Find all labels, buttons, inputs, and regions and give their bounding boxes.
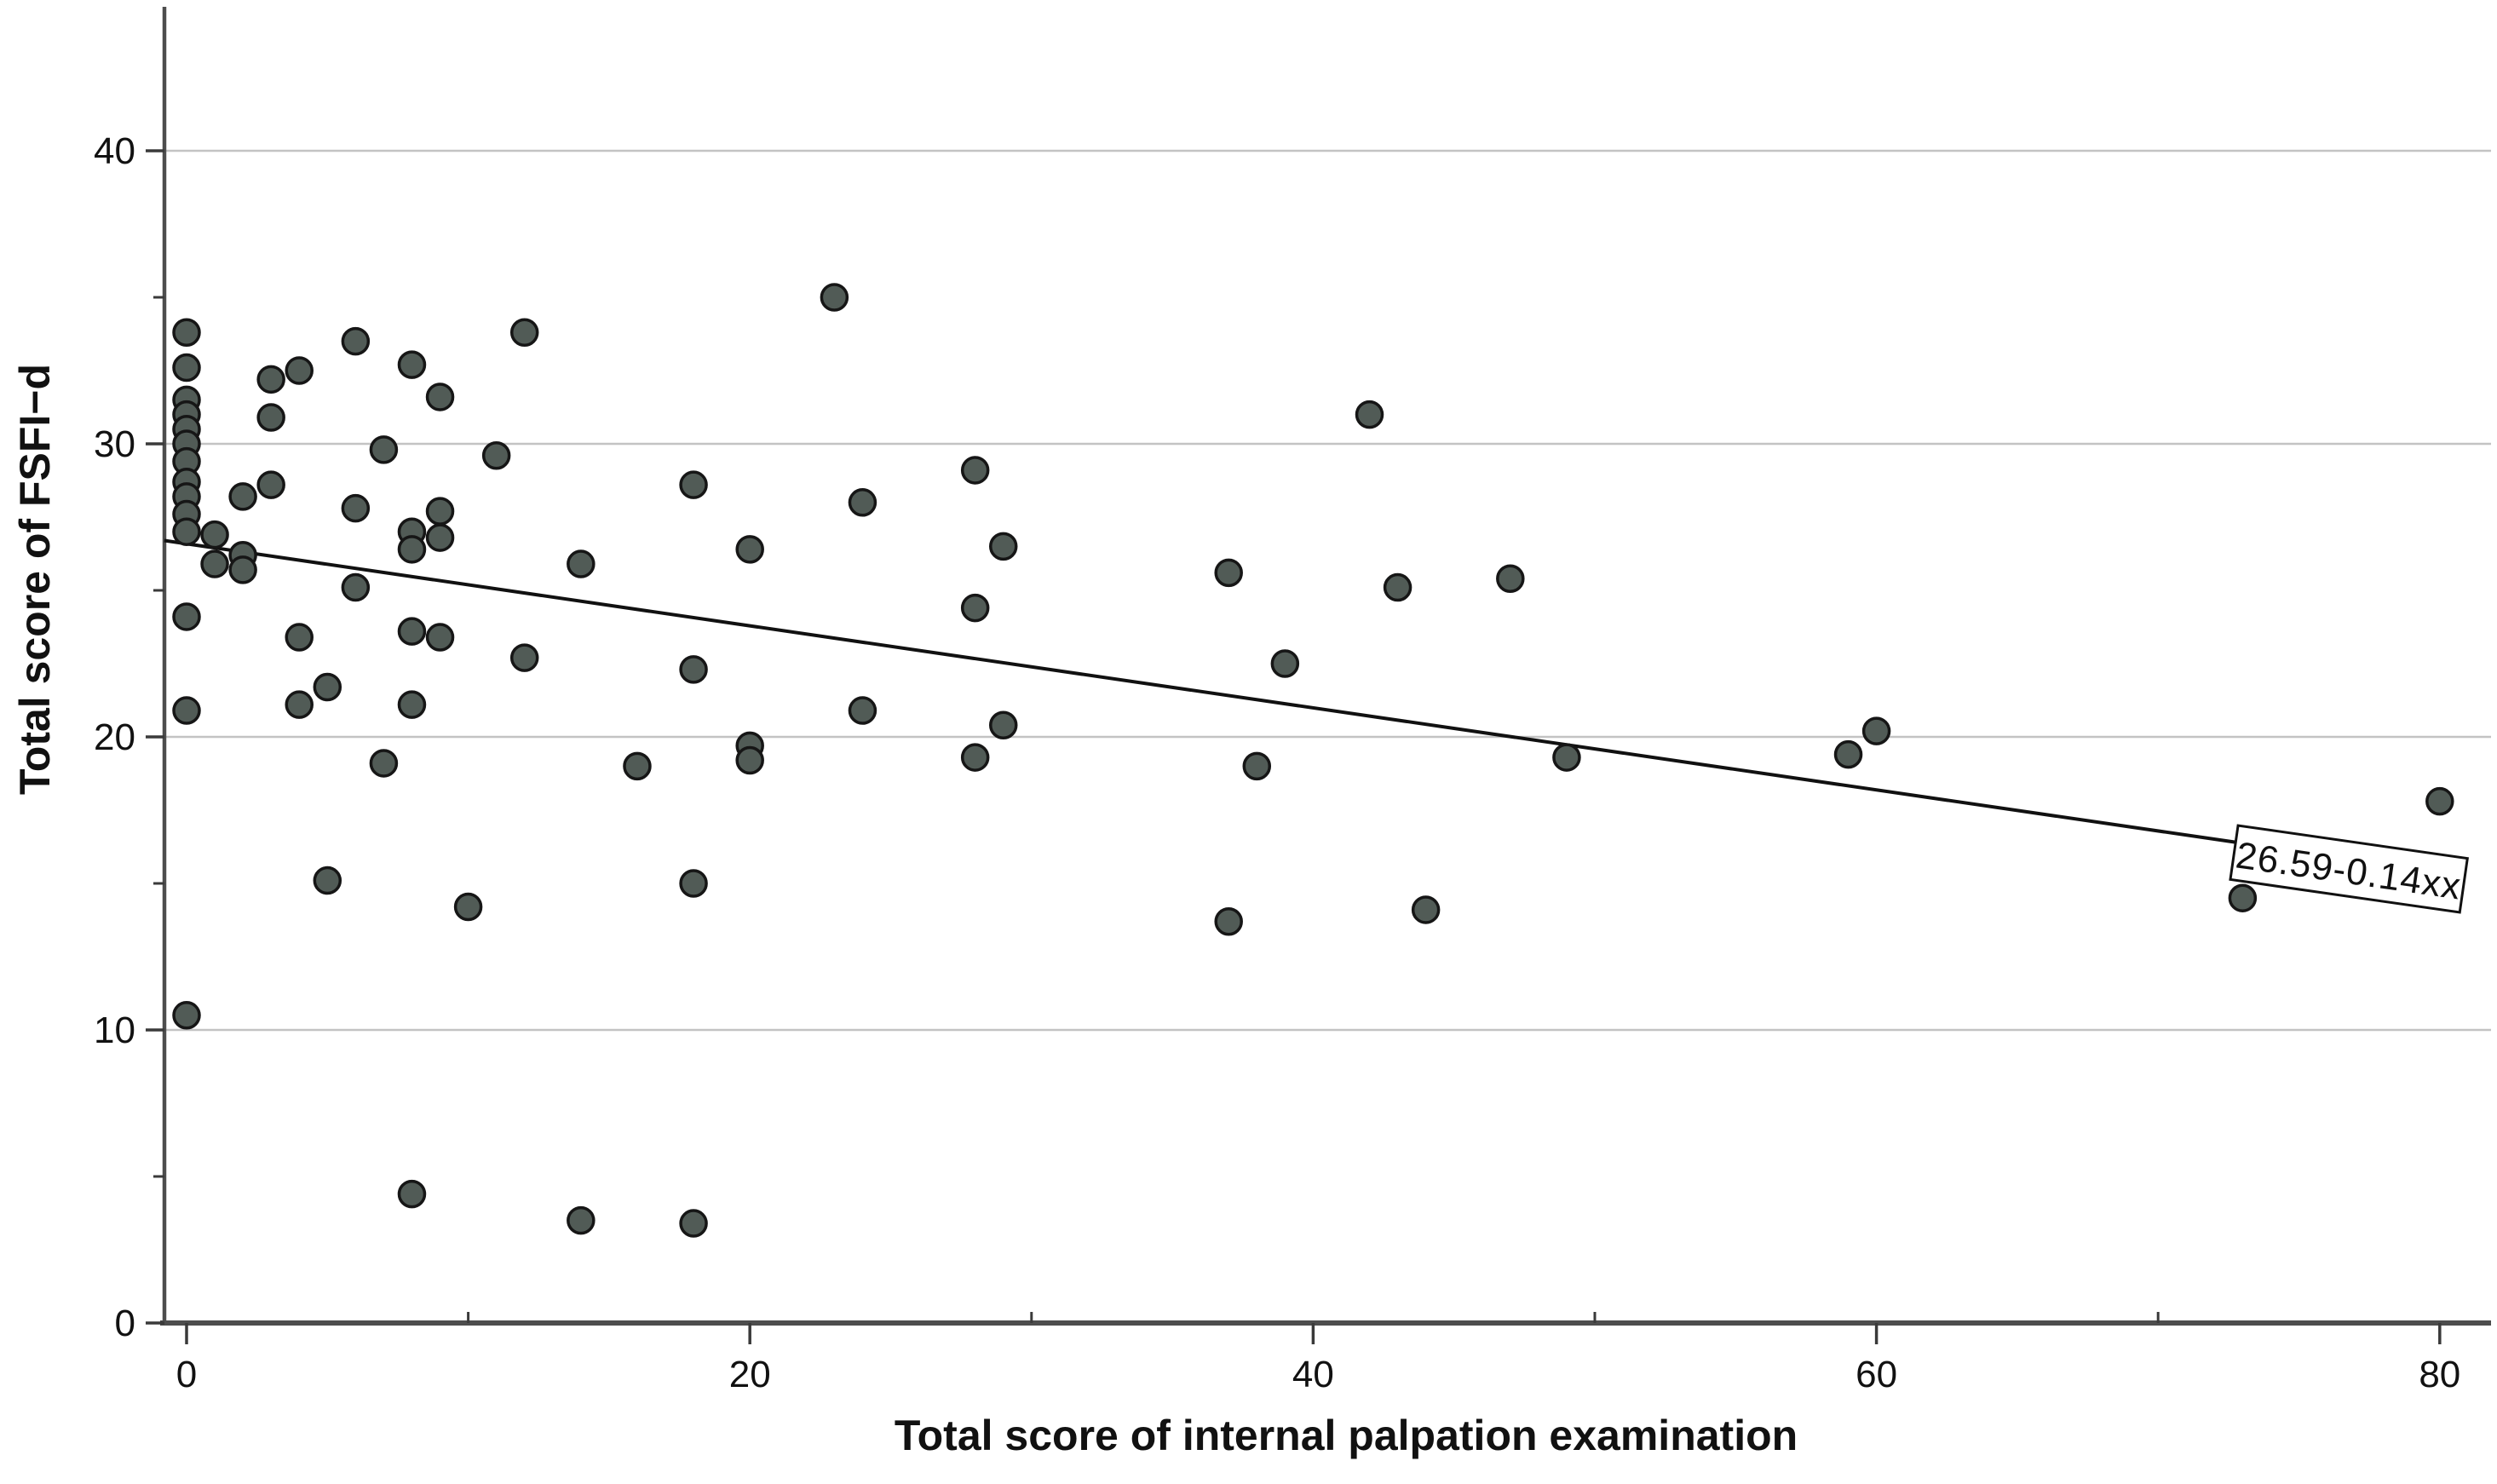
axes-group bbox=[160, 7, 2491, 1326]
data-points-group bbox=[172, 283, 2454, 1238]
data-point bbox=[1355, 400, 1384, 429]
data-point bbox=[425, 383, 455, 411]
x-tick-label: 0 bbox=[176, 1354, 197, 1395]
data-point bbox=[679, 869, 708, 898]
data-point bbox=[285, 356, 314, 385]
data-point bbox=[988, 710, 1018, 739]
data-point bbox=[1383, 572, 1412, 602]
data-point bbox=[820, 283, 849, 312]
y-tick-label: 40 bbox=[94, 130, 135, 172]
data-point bbox=[481, 441, 511, 470]
data-point bbox=[256, 470, 285, 499]
data-point bbox=[623, 751, 652, 781]
data-point bbox=[1552, 743, 1581, 772]
y-axis-title: Total score of FSFI−d bbox=[11, 364, 59, 795]
data-point bbox=[735, 745, 764, 775]
data-point bbox=[285, 623, 314, 652]
x-tick-label: 40 bbox=[1292, 1354, 1334, 1395]
regression-line bbox=[164, 538, 2465, 877]
data-point bbox=[172, 318, 201, 348]
data-point bbox=[369, 435, 399, 464]
gridlines-group bbox=[164, 149, 2491, 1032]
y-tick-label: 30 bbox=[94, 423, 135, 465]
data-point bbox=[1270, 649, 1300, 678]
data-point bbox=[1411, 895, 1441, 924]
data-point bbox=[397, 535, 427, 564]
data-point bbox=[285, 690, 314, 719]
data-point bbox=[567, 549, 595, 578]
data-point bbox=[425, 623, 455, 652]
data-point bbox=[1214, 906, 1243, 936]
data-point bbox=[1861, 716, 1891, 745]
ticks-group bbox=[146, 149, 2442, 1344]
data-point bbox=[848, 696, 877, 725]
equation-label: 26.59-0.14xx bbox=[2229, 824, 2470, 914]
data-point bbox=[2425, 786, 2454, 816]
data-point bbox=[397, 690, 427, 719]
data-point bbox=[172, 696, 201, 725]
data-point bbox=[679, 470, 708, 499]
data-point bbox=[679, 655, 708, 684]
data-point bbox=[679, 1209, 708, 1238]
data-point bbox=[960, 743, 990, 772]
x-tick-label: 60 bbox=[1855, 1354, 1897, 1395]
data-point bbox=[172, 353, 201, 383]
data-point bbox=[1496, 564, 1525, 593]
data-point bbox=[200, 520, 229, 549]
data-point bbox=[397, 617, 427, 646]
regression-group bbox=[164, 538, 2465, 877]
data-point bbox=[2228, 883, 2258, 912]
data-point bbox=[341, 572, 371, 602]
data-point bbox=[397, 350, 427, 379]
data-point bbox=[256, 403, 285, 432]
x-tick-label: 80 bbox=[2419, 1354, 2460, 1395]
data-point bbox=[172, 517, 201, 546]
data-point bbox=[341, 326, 371, 356]
data-point bbox=[848, 488, 877, 517]
tick-labels-group: 0 10 20 30 40 0 20 40 60 80 bbox=[94, 130, 2460, 1395]
y-tick-label: 0 bbox=[115, 1303, 135, 1344]
data-point bbox=[341, 493, 371, 523]
x-axis-title: Total score of internal palpation examin… bbox=[895, 1412, 1798, 1459]
data-point bbox=[960, 593, 990, 623]
data-point bbox=[1214, 558, 1243, 588]
data-point bbox=[735, 535, 764, 564]
data-point bbox=[453, 892, 483, 922]
data-point bbox=[425, 497, 455, 526]
equation-label-group: 26.59-0.14xx bbox=[2229, 824, 2470, 914]
data-point bbox=[172, 1001, 201, 1030]
data-point bbox=[509, 643, 539, 672]
data-point bbox=[1242, 751, 1272, 781]
data-point bbox=[509, 318, 539, 348]
data-point bbox=[200, 549, 229, 578]
data-point bbox=[172, 602, 201, 631]
data-point bbox=[313, 866, 342, 895]
data-point bbox=[425, 523, 455, 552]
data-point bbox=[960, 456, 990, 485]
data-point bbox=[256, 365, 285, 394]
data-point bbox=[369, 749, 399, 778]
data-point bbox=[988, 532, 1018, 561]
y-tick-label: 20 bbox=[94, 716, 135, 758]
y-tick-label: 10 bbox=[94, 1009, 135, 1051]
x-tick-label: 20 bbox=[729, 1354, 771, 1395]
data-point bbox=[228, 482, 257, 511]
data-point bbox=[1833, 739, 1863, 769]
data-point bbox=[228, 555, 257, 584]
data-point bbox=[397, 1179, 427, 1209]
data-point bbox=[567, 1205, 595, 1235]
equation-label-box bbox=[2229, 824, 2470, 914]
data-point bbox=[313, 672, 342, 702]
